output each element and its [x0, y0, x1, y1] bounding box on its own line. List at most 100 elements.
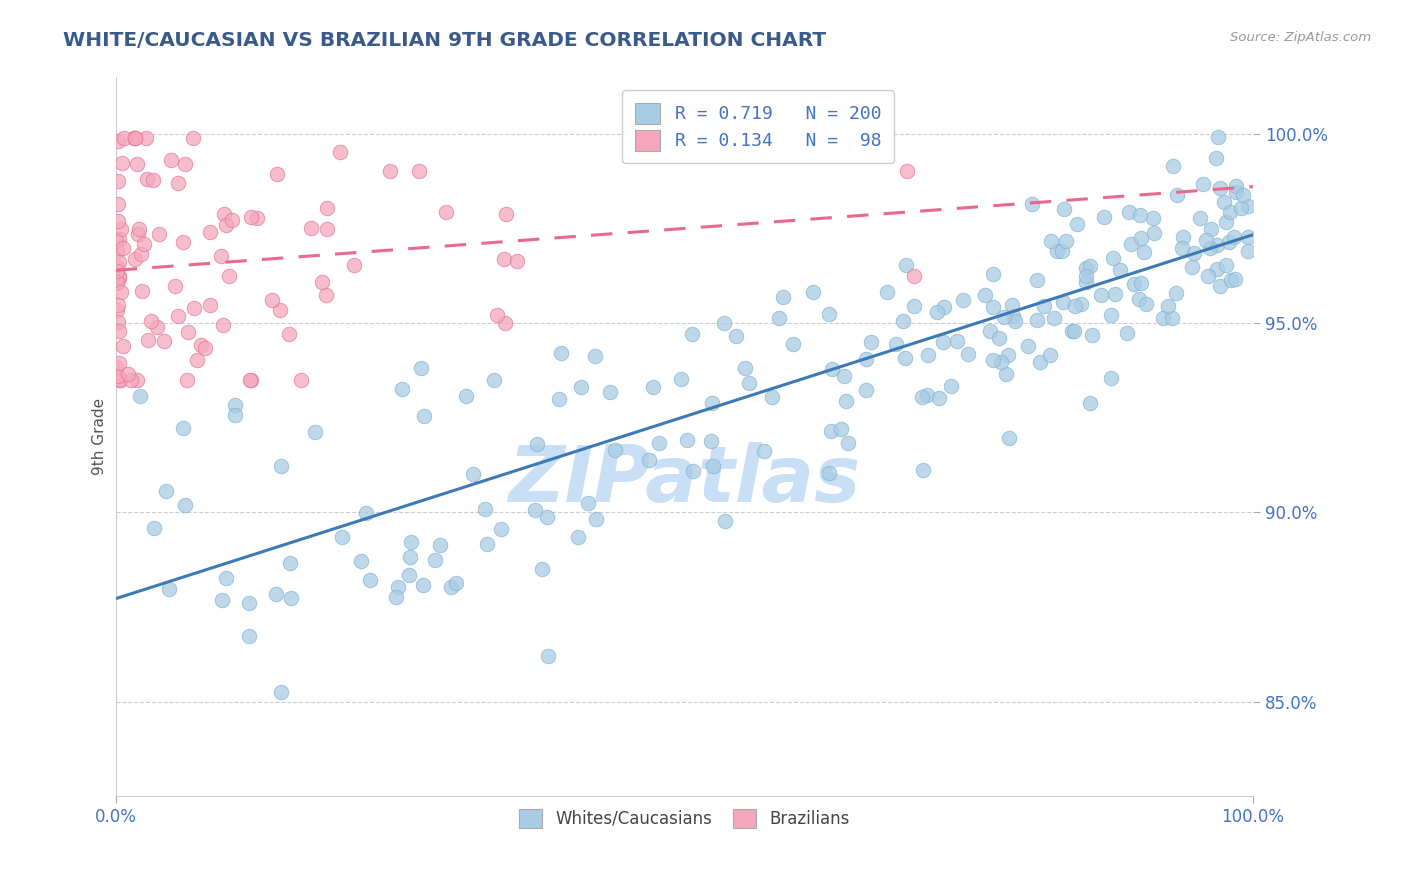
- Point: [903, 269, 925, 284]
- Point: [714, 514, 737, 528]
- Point: [1074, 261, 1097, 276]
- Point: [221, 213, 243, 227]
- Point: [855, 384, 877, 398]
- Point: [105, 235, 128, 249]
- Point: [1130, 276, 1153, 290]
- Point: [855, 352, 877, 367]
- Point: [474, 501, 496, 516]
- Point: [1102, 251, 1125, 265]
- Point: [1236, 199, 1258, 213]
- Point: [167, 309, 190, 323]
- Point: [1053, 202, 1076, 216]
- Point: [110, 221, 132, 235]
- Point: [211, 593, 233, 607]
- Point: [107, 368, 129, 383]
- Point: [1054, 235, 1077, 249]
- Point: [108, 373, 131, 387]
- Point: [1160, 311, 1182, 326]
- Point: [266, 167, 288, 181]
- Point: [107, 271, 129, 285]
- Point: [177, 325, 200, 339]
- Point: [585, 512, 607, 526]
- Point: [105, 260, 128, 274]
- Point: [1161, 159, 1184, 173]
- Point: [506, 254, 529, 268]
- Point: [1078, 259, 1101, 273]
- Point: [209, 249, 232, 263]
- Point: [212, 318, 235, 332]
- Point: [264, 587, 287, 601]
- Point: [837, 435, 859, 450]
- Point: [1215, 258, 1237, 272]
- Point: [148, 227, 170, 241]
- Point: [350, 554, 373, 568]
- Point: [1052, 295, 1074, 310]
- Point: [893, 351, 915, 365]
- Point: [1063, 299, 1085, 313]
- Point: [112, 339, 135, 353]
- Point: [1092, 211, 1115, 225]
- Point: [136, 172, 159, 186]
- Point: [138, 334, 160, 348]
- Point: [801, 285, 824, 299]
- Point: [1143, 226, 1166, 240]
- Point: [354, 506, 377, 520]
- Point: [246, 211, 269, 226]
- Point: [198, 225, 221, 239]
- Point: [1225, 185, 1247, 199]
- Point: [1197, 268, 1219, 283]
- Point: [125, 373, 148, 387]
- Point: [1219, 273, 1241, 287]
- Point: [135, 131, 157, 145]
- Point: [724, 328, 747, 343]
- Point: [925, 305, 948, 319]
- Point: [1099, 308, 1122, 322]
- Point: [212, 207, 235, 221]
- Point: [238, 629, 260, 643]
- Point: [1229, 202, 1251, 216]
- Y-axis label: 9th Grade: 9th Grade: [93, 398, 107, 475]
- Point: [1029, 355, 1052, 369]
- Text: Source: ZipAtlas.com: Source: ZipAtlas.com: [1230, 31, 1371, 45]
- Point: [832, 369, 855, 384]
- Point: [1166, 188, 1188, 202]
- Point: [1118, 204, 1140, 219]
- Point: [440, 580, 463, 594]
- Point: [599, 385, 621, 400]
- Point: [772, 290, 794, 304]
- Point: [641, 380, 664, 394]
- Point: [124, 131, 146, 145]
- Point: [112, 131, 135, 145]
- Point: [218, 268, 240, 283]
- Point: [1209, 181, 1232, 195]
- Point: [671, 372, 693, 386]
- Point: [988, 331, 1011, 345]
- Point: [239, 373, 262, 387]
- Point: [1080, 395, 1102, 409]
- Point: [128, 222, 150, 236]
- Point: [859, 335, 882, 350]
- Point: [1104, 287, 1126, 301]
- Point: [817, 466, 839, 480]
- Point: [993, 310, 1015, 325]
- Point: [107, 298, 129, 312]
- Point: [1213, 195, 1236, 210]
- Point: [1043, 310, 1066, 325]
- Point: [172, 421, 194, 435]
- Point: [155, 484, 177, 499]
- Point: [176, 373, 198, 387]
- Point: [111, 156, 134, 170]
- Point: [1128, 292, 1150, 306]
- Point: [408, 164, 430, 178]
- Point: [738, 376, 761, 390]
- Point: [108, 324, 131, 338]
- Point: [413, 409, 436, 424]
- Point: [1181, 260, 1204, 274]
- Point: [821, 361, 844, 376]
- Point: [1081, 327, 1104, 342]
- Point: [648, 436, 671, 450]
- Point: [1004, 314, 1026, 328]
- Point: [605, 443, 627, 458]
- Point: [1222, 230, 1244, 244]
- Point: [1119, 237, 1142, 252]
